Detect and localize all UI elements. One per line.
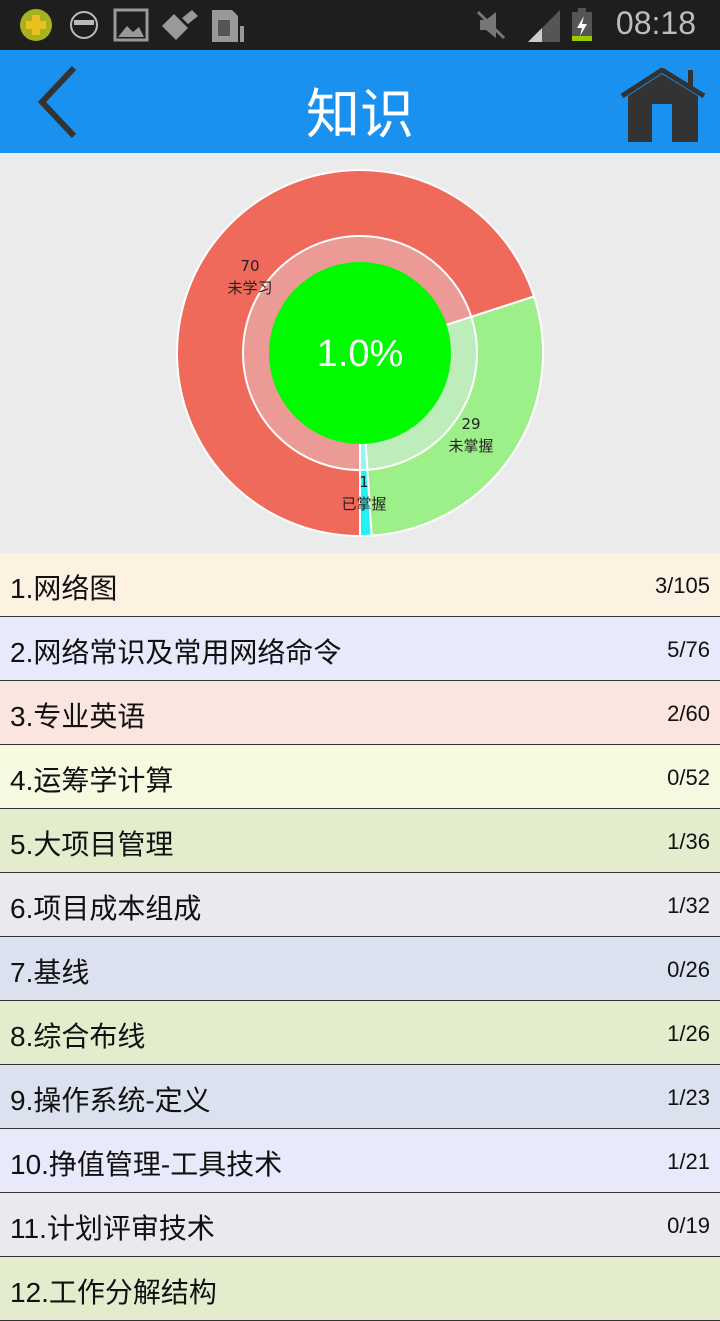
signal-icon (528, 10, 560, 42)
list-item-count: 0/19 (667, 1213, 710, 1238)
pie-name-label: 未学习 (227, 279, 272, 297)
list-item-name: 2.网络常识及常用网络命令 (10, 637, 342, 668)
list-item[interactable]: 4.运筹学计算 0/52 (0, 745, 720, 809)
pie-name-label: 未掌握 (448, 437, 493, 455)
list-item[interactable]: 2.网络常识及常用网络命令 5/76 (0, 617, 720, 681)
list-item[interactable]: 9.操作系统-定义 1/23 (0, 1065, 720, 1129)
list-item-count: 0/52 (667, 765, 710, 790)
pie-value-label: 29 (461, 415, 480, 433)
list-item-name: 9.操作系统-定义 (10, 1085, 211, 1116)
list-item-name: 10.挣值管理-工具技术 (10, 1149, 283, 1180)
image-icon (113, 8, 149, 42)
list-item-count: 1/26 (667, 1021, 710, 1046)
battery-charging-icon (572, 8, 592, 41)
sunglasses-face-icon (70, 11, 98, 39)
home-button[interactable] (618, 68, 708, 148)
list-item-count: 1/21 (667, 1149, 710, 1174)
list-item-name: 7.基线 (10, 957, 90, 988)
mute-icon (476, 10, 506, 40)
list-item-name: 11.计划评审技术 (10, 1213, 215, 1244)
list-item-count: 2/60 (667, 701, 710, 726)
pie-value-label: 70 (240, 257, 259, 275)
status-bar: 08:18 (0, 0, 720, 50)
app-bar: 知识 (0, 50, 720, 153)
list-item-name: 3.专业英语 (10, 701, 146, 732)
list-item[interactable]: 5.大项目管理 1/36 (0, 809, 720, 873)
list-item-count: 1/36 (667, 829, 710, 854)
list-item-count: 1/23 (667, 1085, 710, 1110)
back-button[interactable] (30, 62, 90, 142)
sim-card-icon (212, 10, 244, 42)
brush-icon (162, 10, 198, 40)
pie-value-label: 1 (359, 473, 369, 491)
list-item-name: 4.运筹学计算 (10, 765, 174, 796)
center-circle (269, 262, 451, 444)
list-item-name: 12.工作分解结构 (10, 1277, 217, 1308)
list-item[interactable]: 3.专业英语 2/60 (0, 681, 720, 745)
list-item-name: 1.网络图 (10, 573, 118, 604)
list-item[interactable]: 10.挣值管理-工具技术 1/21 (0, 1129, 720, 1193)
list-item[interactable]: 6.项目成本组成 1/32 (0, 873, 720, 937)
list-item-name: 5.大项目管理 (10, 829, 174, 860)
list-item-name: 6.项目成本组成 (10, 893, 202, 924)
pie-name-label: 已掌握 (341, 495, 386, 513)
clock: 08:18 (615, 5, 696, 41)
360-security-icon (20, 9, 52, 41)
progress-pie-chart: 1.0% 70 未学习 29 未掌握 1 已掌握 (176, 169, 544, 538)
page-title: 知识 (306, 83, 414, 146)
list-item[interactable]: 12.工作分解结构 (0, 1257, 720, 1321)
list-item[interactable]: 1.网络图 3/105 (0, 553, 720, 617)
list-item[interactable]: 8.综合布线 1/26 (0, 1001, 720, 1065)
list-item[interactable]: 7.基线 0/26 (0, 937, 720, 1001)
list-item-count: 5/76 (667, 637, 710, 662)
list-item-name: 8.综合布线 (10, 1021, 146, 1052)
list-item[interactable]: 11.计划评审技术 0/19 (0, 1193, 720, 1257)
center-percentage: 1.0% (317, 333, 404, 375)
knowledge-list: 1.网络图 3/105 2.网络常识及常用网络命令 5/76 3.专业英语 2/60 4.运… (0, 553, 720, 1321)
list-item-count: 1/32 (667, 893, 710, 918)
list-item-count: 0/26 (667, 957, 710, 982)
list-item-count: 3/105 (654, 573, 710, 598)
